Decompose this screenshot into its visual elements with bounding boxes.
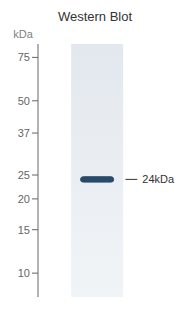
svg-text:25: 25: [18, 169, 30, 181]
svg-text:kDa: kDa: [13, 28, 33, 40]
svg-text:50: 50: [18, 95, 30, 107]
svg-text:75: 75: [18, 51, 30, 63]
svg-text:15: 15: [18, 224, 30, 236]
svg-text:20: 20: [18, 193, 30, 205]
html-text:Western Blot: Western Blot: [57, 9, 133, 24]
svg-text:37: 37: [18, 127, 30, 139]
svg-text:10: 10: [18, 267, 30, 279]
svg-text:24kDa: 24kDa: [142, 173, 175, 185]
